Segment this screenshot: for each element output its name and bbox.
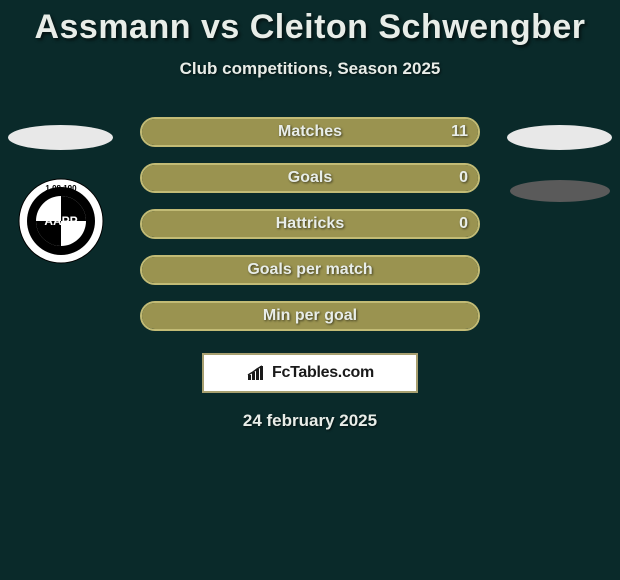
svg-text:AAPP: AAPP <box>44 214 77 228</box>
date-label: 24 february 2025 <box>0 411 620 431</box>
player2-club-placeholder <box>510 180 610 202</box>
subtitle: Club competitions, Season 2025 <box>0 59 620 79</box>
stat-value: 11 <box>451 123 468 141</box>
svg-text:1.08.190: 1.08.190 <box>45 184 77 193</box>
stat-row: Min per goal <box>140 301 480 331</box>
stat-label: Matches <box>278 123 342 141</box>
source-badge-label: FcTables.com <box>272 364 374 382</box>
stat-value: 0 <box>459 169 468 187</box>
stat-row: Goals 0 <box>140 163 480 193</box>
stat-label: Min per goal <box>263 307 357 325</box>
stat-label: Goals per match <box>247 261 372 279</box>
stat-row: Goals per match <box>140 255 480 285</box>
player1-placeholder-ellipse <box>8 125 113 150</box>
page-title: Assmann vs Cleiton Schwengber <box>0 0 620 47</box>
chart-icon <box>246 364 268 382</box>
stat-label: Hattricks <box>276 215 344 233</box>
stat-row: Hattricks 0 <box>140 209 480 239</box>
stat-value: 0 <box>459 215 468 233</box>
source-badge[interactable]: FcTables.com <box>202 353 418 393</box>
player2-placeholder-ellipse <box>507 125 612 150</box>
stat-label: Goals <box>288 169 332 187</box>
club-badge-aapp: 1.08.190 AAPP <box>18 178 104 264</box>
stat-row: Matches 11 <box>140 117 480 147</box>
